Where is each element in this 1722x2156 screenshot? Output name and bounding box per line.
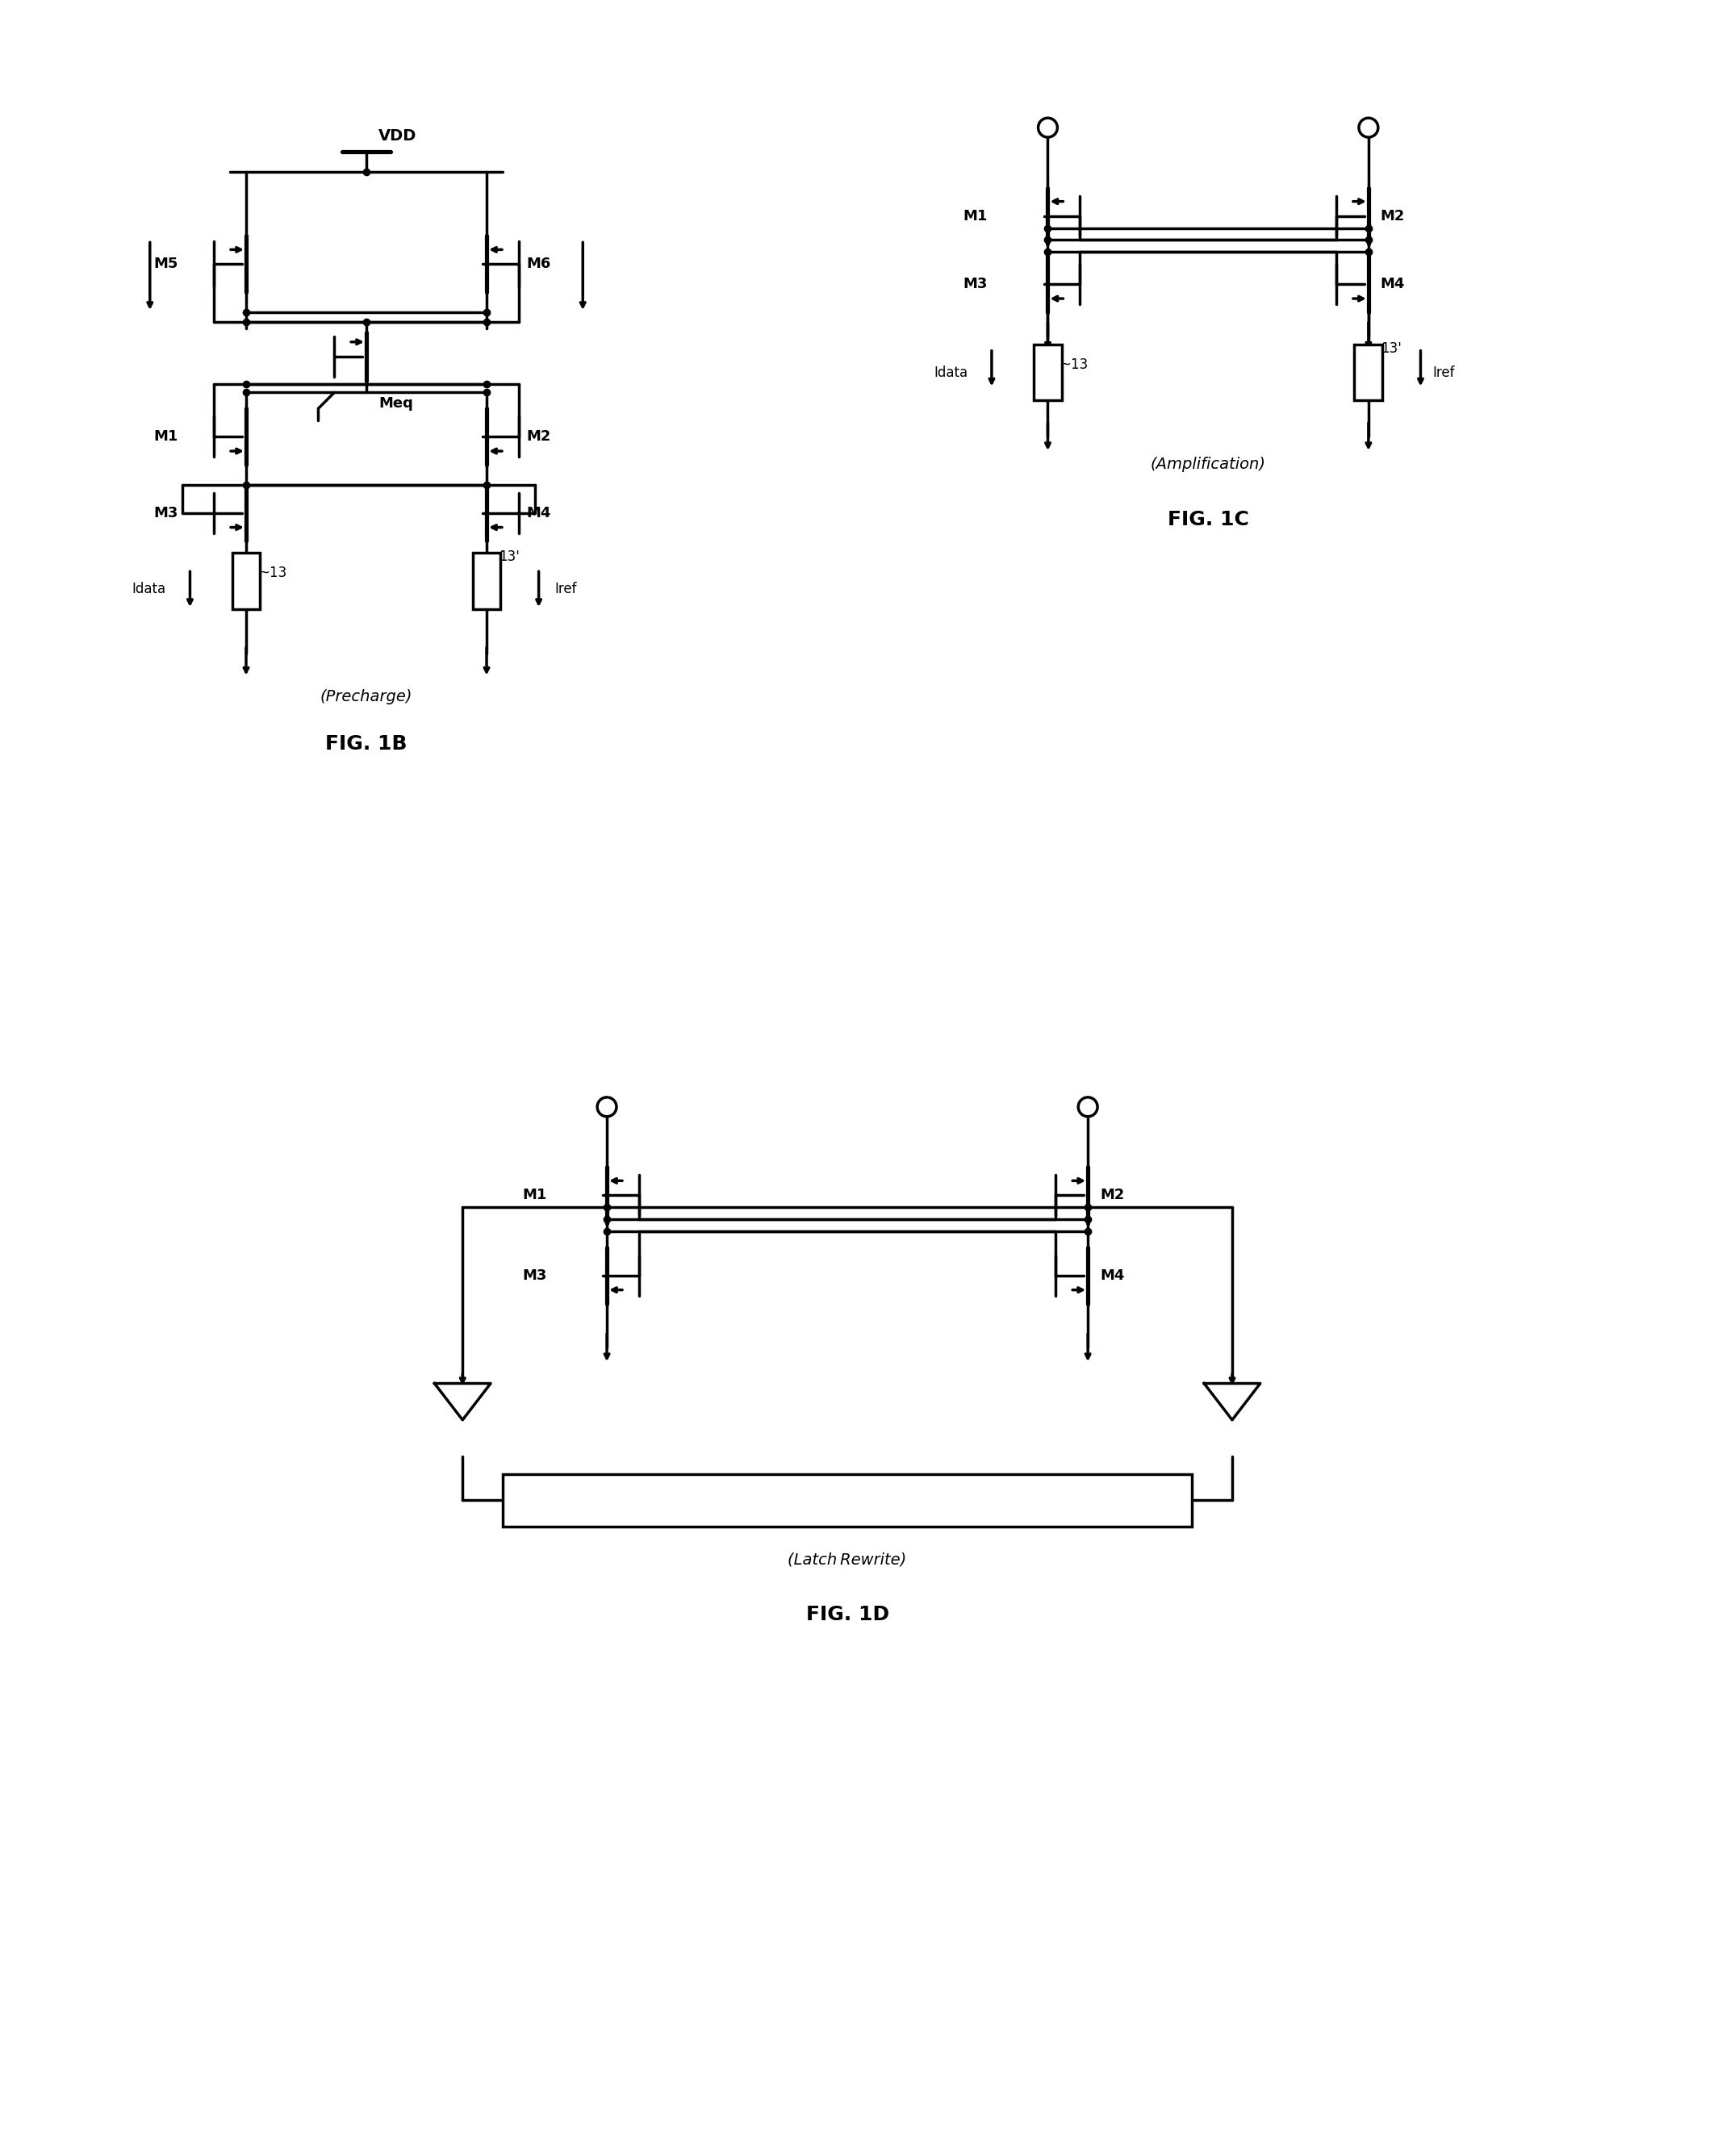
Text: M4: M4	[1100, 1268, 1124, 1283]
Text: Iref: Iref	[1433, 364, 1455, 379]
Text: M1: M1	[963, 209, 988, 224]
Text: Idata: Idata	[933, 364, 968, 379]
Text: FIG. 1D: FIG. 1D	[806, 1606, 889, 1626]
Text: Iref: Iref	[554, 582, 577, 597]
Text: M4: M4	[527, 507, 551, 520]
Text: M1: M1	[153, 429, 177, 444]
Text: Meq: Meq	[379, 397, 413, 412]
Text: ~13: ~13	[258, 565, 286, 580]
Bar	[232, 554, 260, 610]
Text: M2: M2	[1381, 209, 1405, 224]
Text: FIG. 1C: FIG. 1C	[1168, 509, 1248, 528]
Text: (Precharge): (Precharge)	[320, 690, 413, 705]
Bar	[472, 554, 501, 610]
Text: FIG. 1B: FIG. 1B	[325, 735, 408, 755]
Text: 13': 13'	[1381, 341, 1402, 356]
Text: M2: M2	[527, 429, 551, 444]
Text: (Amplification): (Amplification)	[1150, 457, 1266, 472]
Text: M2: M2	[1100, 1188, 1124, 1203]
Text: VDD: VDD	[379, 129, 417, 144]
Text: Idata: Idata	[133, 582, 165, 597]
Text: 13': 13'	[499, 550, 520, 565]
Text: M1: M1	[522, 1188, 548, 1203]
Text: M4: M4	[1381, 276, 1405, 291]
Bar	[1033, 345, 1062, 401]
Text: M6: M6	[527, 257, 551, 272]
Text: (Latch Rewrite): (Latch Rewrite)	[789, 1552, 907, 1567]
Text: ~13: ~13	[1059, 358, 1088, 371]
Bar	[503, 1475, 1192, 1526]
Text: M3: M3	[522, 1268, 548, 1283]
Bar	[1355, 345, 1383, 401]
Text: M3: M3	[153, 507, 177, 520]
Text: M5: M5	[153, 257, 177, 272]
Text: M3: M3	[963, 276, 988, 291]
